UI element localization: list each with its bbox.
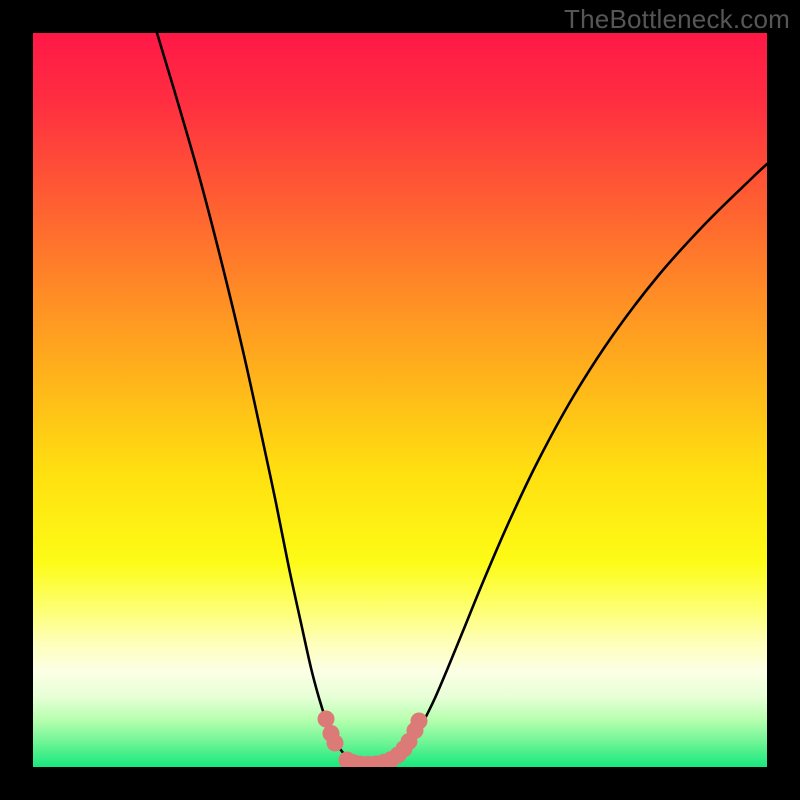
plot-background (33, 33, 767, 767)
curve-marker (318, 711, 335, 728)
watermark-text: TheBottleneck.com (564, 4, 790, 35)
bottleneck-chart-svg (0, 0, 800, 800)
curve-marker (411, 713, 428, 730)
curve-marker (327, 735, 344, 752)
chart-frame: TheBottleneck.com (0, 0, 800, 800)
